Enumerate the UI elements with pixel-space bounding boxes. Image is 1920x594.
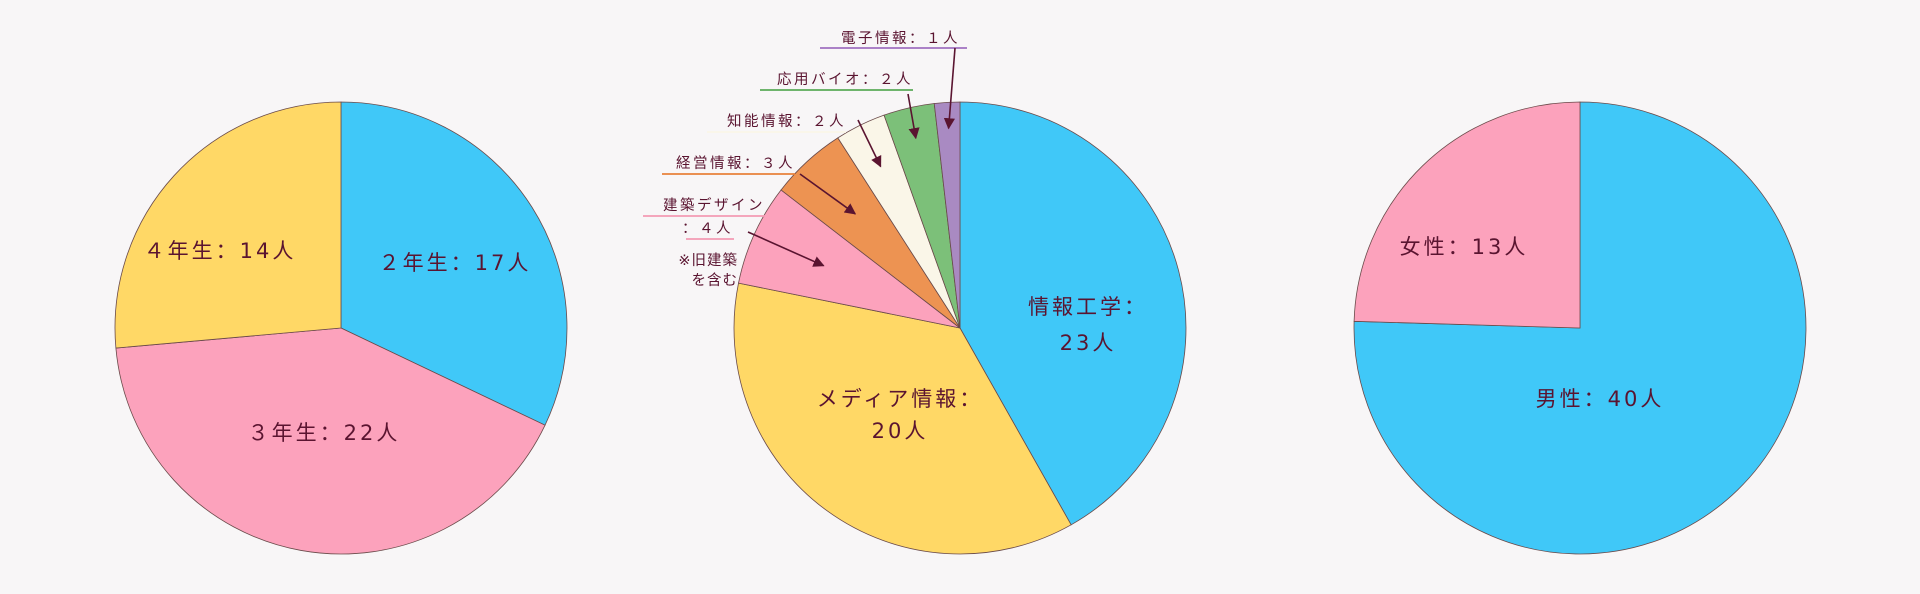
dept-slice-1 (733, 282, 1072, 555)
grade-slice-1 (115, 327, 546, 555)
dept-callout-arrow-5 (907, 93, 920, 140)
dept-callout-label-5: 応用バイオ：２人 (777, 71, 913, 88)
dept-slice-label-0: 情報工学： 23人 (1028, 295, 1148, 355)
grade-slice-label-0: ２年生：17人 (379, 251, 532, 275)
dept-callout-arrow-6 (943, 47, 956, 130)
dept-callout-label-3: 経営情報：３人 (676, 155, 795, 172)
dept-slice-6 (933, 101, 961, 329)
dept-note: ※旧建築を含む (678, 251, 738, 289)
dept-callout-label-2-0: 建築デザイン (663, 196, 765, 214)
dept-callout-label-2-1: ：４人 (682, 220, 733, 237)
grade-slice-0 (340, 101, 568, 426)
gender-slice-1 (1353, 101, 1581, 329)
dept-callout-label-4: 知能情報：２人 (727, 113, 846, 130)
grade-slice-label-1: ３年生：22人 (248, 421, 401, 445)
dept-callout-arrow-4 (857, 119, 882, 168)
gender-slice-label-1: 女性：13人 (1400, 235, 1529, 259)
dept-callout-label-6: 電子情報：１人 (841, 30, 960, 47)
grade-slice-2 (114, 101, 342, 349)
gender-pie-chart: 男性：40人 女性：13人 (1353, 101, 1807, 555)
dept-callout-arrow-2 (747, 231, 825, 267)
dept-callout-arrow-3 (799, 173, 857, 215)
grade-slice-label-2: ４年生：14人 (144, 239, 297, 263)
dept-slice-0 (959, 101, 1187, 526)
gender-slice-label-0: 男性：40人 (1536, 387, 1665, 411)
dept-slice-label-1: メディア情報： 20人 (817, 387, 984, 443)
grade-pie-chart: ２年生：17人 ３年生：22人 ４年生：14人 (114, 101, 568, 555)
